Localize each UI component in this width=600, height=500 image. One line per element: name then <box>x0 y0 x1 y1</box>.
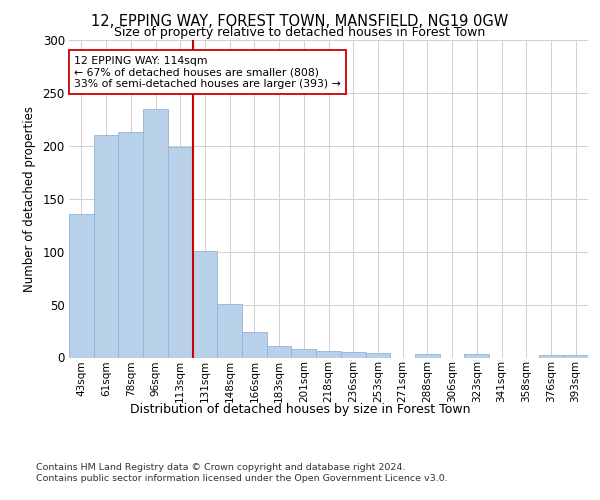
Text: 12 EPPING WAY: 114sqm
← 67% of detached houses are smaller (808)
33% of semi-det: 12 EPPING WAY: 114sqm ← 67% of detached … <box>74 56 341 89</box>
Bar <box>563 356 588 358</box>
Bar <box>267 346 292 358</box>
Bar <box>365 354 390 358</box>
Bar <box>217 304 242 358</box>
Bar <box>118 132 143 358</box>
Text: Contains public sector information licensed under the Open Government Licence v3: Contains public sector information licen… <box>36 474 448 483</box>
Bar <box>94 136 118 358</box>
Bar <box>415 354 440 358</box>
Bar <box>193 250 217 358</box>
Bar <box>69 214 94 358</box>
Bar <box>464 354 489 358</box>
Bar <box>143 109 168 358</box>
Bar <box>539 356 563 358</box>
Y-axis label: Number of detached properties: Number of detached properties <box>23 106 35 292</box>
Text: Contains HM Land Registry data © Crown copyright and database right 2024.: Contains HM Land Registry data © Crown c… <box>36 462 406 471</box>
Text: Distribution of detached houses by size in Forest Town: Distribution of detached houses by size … <box>130 402 470 415</box>
Text: 12, EPPING WAY, FOREST TOWN, MANSFIELD, NG19 0GW: 12, EPPING WAY, FOREST TOWN, MANSFIELD, … <box>91 14 509 29</box>
Bar <box>316 351 341 358</box>
Bar <box>341 352 365 358</box>
Bar <box>168 147 193 358</box>
Text: Size of property relative to detached houses in Forest Town: Size of property relative to detached ho… <box>115 26 485 39</box>
Bar <box>292 349 316 358</box>
Bar <box>242 332 267 357</box>
